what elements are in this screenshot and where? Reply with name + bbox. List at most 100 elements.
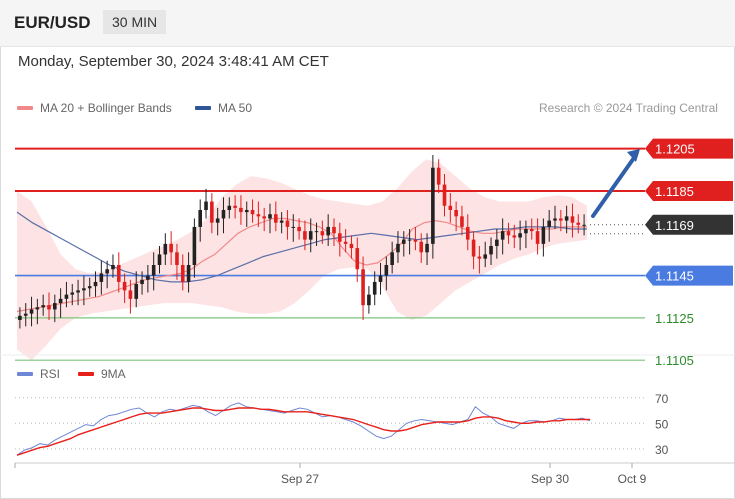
legend-ma50-swatch	[195, 106, 211, 110]
level-label-1.1145: 1.1145	[655, 269, 694, 284]
level-badge-1.1205	[645, 138, 733, 159]
chart-header: EUR/USD 30 MIN	[0, 0, 735, 47]
x-tick-label-sep-27: Sep 27	[281, 472, 319, 486]
candle-body	[175, 252, 179, 265]
candle-body	[244, 210, 249, 213]
candle-body	[157, 254, 162, 265]
candle-body	[425, 243, 429, 253]
level-badge-1.1145	[645, 265, 733, 286]
ma20-line	[16, 217, 587, 313]
candle-body	[436, 167, 441, 185]
candle-body	[419, 241, 424, 253]
candle-body	[303, 231, 307, 240]
level-label-1.1169: 1.1169	[655, 218, 694, 233]
projection-arrowhead	[627, 149, 640, 162]
candle-body	[58, 298, 63, 304]
candle-body	[535, 231, 540, 244]
legend-ma20: MA 20 + Bollinger Bands	[17, 101, 172, 115]
level-label-1.1185: 1.1185	[655, 184, 694, 199]
candle-body	[291, 226, 296, 228]
x-tick-label-oct-9: Oct 9	[618, 472, 647, 486]
candle-body	[146, 275, 150, 280]
candle-body	[495, 239, 499, 246]
rsi-tick-30: 30	[655, 443, 669, 457]
candle-body	[355, 248, 360, 270]
candle-body	[372, 281, 377, 295]
candle-body	[338, 233, 342, 242]
rsi-tick-70: 70	[655, 392, 669, 406]
candle-body	[500, 231, 505, 240]
level-badge-1.1169	[645, 214, 733, 235]
candle-body	[297, 226, 301, 232]
candle-body	[64, 294, 69, 299]
candle-body	[41, 305, 45, 308]
candle-body	[140, 279, 144, 285]
legend-ma50: MA 50	[195, 101, 252, 115]
level-badge-1.1185	[645, 180, 733, 201]
candle-body	[343, 241, 348, 244]
timeframe-button[interactable]: 30 MIN	[103, 10, 167, 34]
level-label-1.1125: 1.1125	[655, 311, 694, 326]
candle-body	[431, 167, 435, 244]
candle-body	[82, 288, 86, 291]
candle-body	[367, 294, 371, 306]
candle-body	[559, 218, 563, 221]
candle-body	[210, 201, 214, 223]
bollinger-band-area	[17, 159, 587, 361]
candle-body	[384, 265, 389, 276]
candle-body	[116, 265, 121, 282]
rsi-series-9MA	[16, 407, 590, 456]
candle-body	[314, 231, 319, 233]
candle-body	[198, 210, 203, 227]
candle-body	[151, 265, 156, 276]
candle-body	[390, 252, 394, 265]
projection-arrow	[591, 153, 638, 218]
legend-9ma: 9MA	[78, 367, 126, 381]
rsi-series-RSI	[16, 402, 591, 456]
candles	[18, 155, 586, 329]
candle-body	[204, 201, 208, 210]
candle-body	[256, 214, 261, 217]
legend-9ma-swatch	[78, 372, 94, 376]
candle-body	[215, 218, 220, 223]
candle-body	[111, 265, 115, 270]
legend-rsi: RSI	[17, 367, 60, 381]
candle-body	[483, 254, 488, 259]
candle-body	[477, 256, 482, 259]
candle-body	[87, 286, 92, 289]
legend-rsi-label: RSI	[40, 367, 61, 381]
chart-datetime: Monday, September 30, 2024 3:48:41 AM CE…	[18, 53, 329, 70]
candle-body	[576, 222, 581, 225]
legend-ma20-swatch	[17, 106, 33, 110]
candle-body	[326, 226, 330, 236]
candle-body	[134, 284, 139, 299]
candle-body	[262, 216, 266, 219]
candle-body	[407, 239, 412, 241]
candle-body	[227, 205, 232, 210]
candle-body	[547, 220, 551, 227]
candle-body	[122, 281, 127, 291]
candle-body	[76, 290, 80, 293]
candle-body	[553, 218, 557, 221]
candle-body	[512, 235, 517, 238]
candle-body	[239, 207, 243, 213]
x-tick-label-sep-30: Sep 30	[531, 472, 569, 486]
legend-9ma-label: 9MA	[101, 367, 126, 381]
candle-body	[454, 210, 458, 217]
candle-body	[163, 243, 168, 255]
candle-body	[128, 290, 133, 299]
candle-body	[349, 243, 354, 249]
candle-body	[361, 269, 365, 306]
candle-body	[53, 303, 57, 310]
legend-ma50-label: MA 50	[218, 101, 253, 115]
legend-rsi-swatch	[17, 372, 33, 376]
candle-body	[413, 239, 418, 242]
candle-body	[70, 292, 75, 295]
candle-body	[18, 315, 22, 320]
candle-body	[35, 307, 40, 310]
candle-body	[169, 243, 173, 253]
candle-body	[320, 231, 325, 236]
candle-body	[506, 231, 511, 236]
candle-body	[332, 226, 336, 234]
